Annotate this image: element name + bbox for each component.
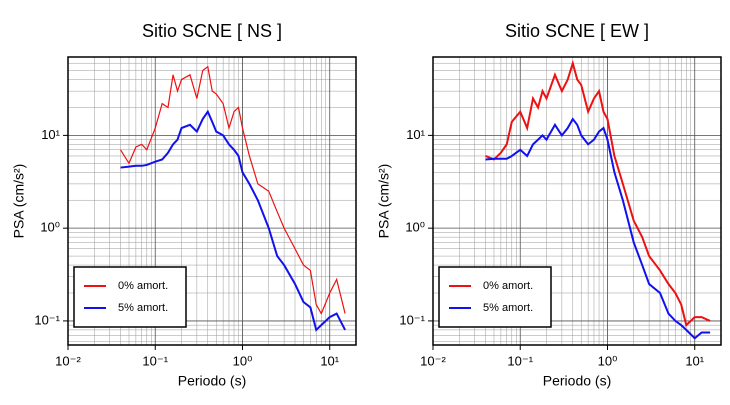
legend: 0% amort. 5% amort. [438, 266, 552, 328]
x-tick-label: 10⁻² [420, 353, 446, 368]
x-tick-label: 10¹ [320, 353, 339, 368]
series-line [485, 117, 711, 340]
legend-box [73, 266, 187, 328]
y-tick-label: 10¹ [41, 127, 60, 142]
x-tick-label: 10¹ [685, 353, 704, 368]
y-tick-label: 10⁻¹ [399, 312, 425, 327]
legend-label: 0% amort. [483, 280, 533, 292]
y-axis-label: PSA (cm/s²) [11, 164, 27, 239]
plot-frame [432, 56, 722, 346]
x-tick-label: 10⁰ [598, 353, 618, 368]
chart-title: Sitio SCNE [ NS ] [142, 21, 282, 41]
y-tick-label: 10⁻¹ [34, 312, 60, 327]
subplot: 10⁻² 10⁻¹ 10⁰ 10¹ 10⁻¹ 10⁰ 10¹ Sitio SCNE [ NS … [11, 21, 357, 389]
x-tick-label: 10⁻¹ [507, 353, 533, 368]
subplot: 10⁻² 10⁻¹ 10⁰ 10¹ 10⁻¹ 10⁰ 10¹ Sitio SCNE [ EW … [376, 21, 722, 389]
legend-label: 0% amort. [118, 280, 168, 292]
y-tick-label: 10¹ [406, 127, 425, 142]
legend: 0% amort. 5% amort. [73, 266, 187, 328]
x-tick-label: 10⁻² [55, 353, 81, 368]
y-axis-label: PSA (cm/s²) [376, 164, 392, 239]
series-line [120, 65, 346, 315]
y-tick-label: 10⁰ [40, 220, 60, 235]
x-axis-label: Periodo (s) [178, 373, 246, 389]
x-axis-label: Periodo (s) [543, 373, 611, 389]
y-tick-label: 10⁰ [405, 220, 425, 235]
legend-label: 5% amort. [483, 302, 533, 314]
x-tick-label: 10⁰ [233, 353, 253, 368]
legend-box [438, 266, 552, 328]
x-tick-label: 10⁻¹ [142, 353, 168, 368]
series-line [485, 59, 711, 328]
series-line [120, 109, 346, 332]
legend-label: 5% amort. [118, 302, 168, 314]
chart-title: Sitio SCNE [ EW ] [505, 21, 649, 41]
plot-frame [67, 56, 357, 346]
